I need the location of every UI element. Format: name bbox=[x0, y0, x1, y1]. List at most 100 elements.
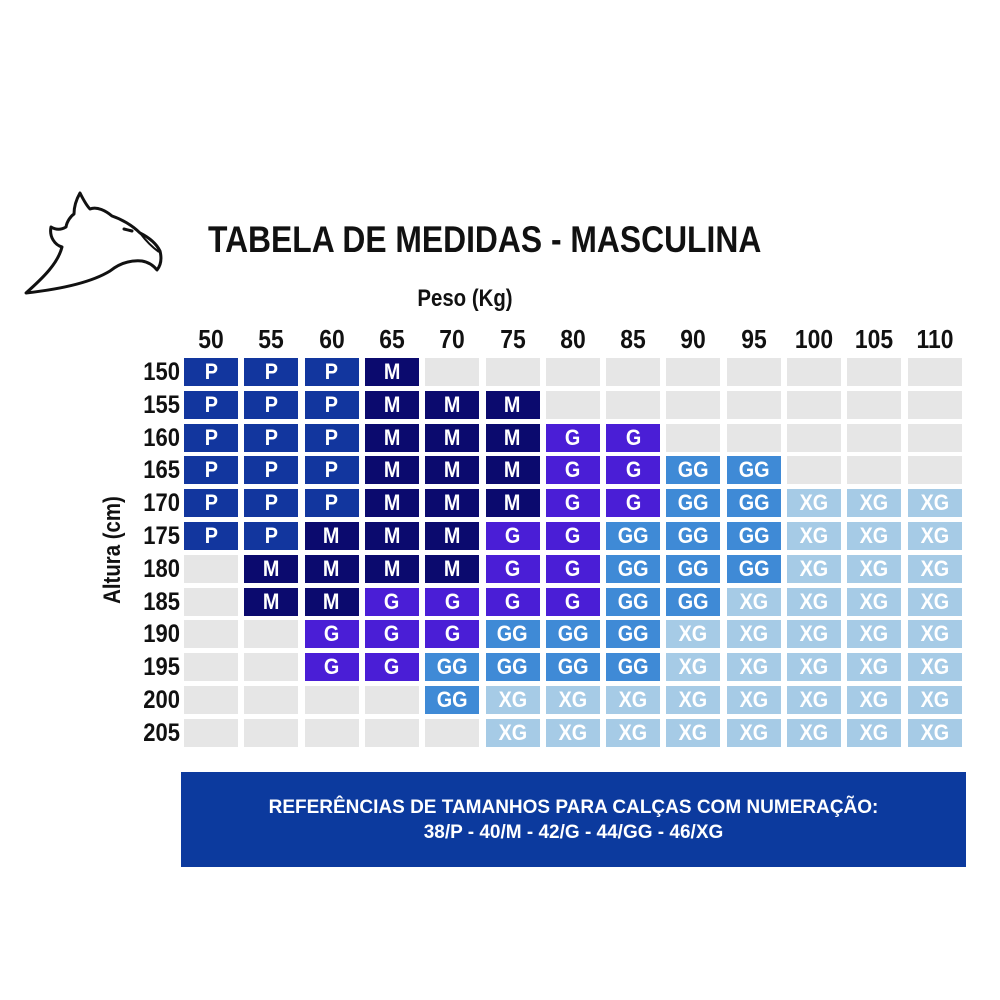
size-cell-m: M bbox=[364, 390, 419, 419]
weight-header: 85 bbox=[620, 324, 646, 354]
size-cell-xg: XG bbox=[787, 489, 841, 518]
empty-cell bbox=[907, 390, 962, 419]
size-cell-g: G bbox=[304, 620, 359, 649]
size-cell-xg: XG bbox=[666, 653, 721, 682]
size-cell-m: M bbox=[485, 390, 540, 419]
height-header: 190 bbox=[143, 620, 180, 649]
size-label: G bbox=[565, 555, 581, 581]
size-label: XG bbox=[859, 490, 889, 516]
size-label: XG bbox=[920, 588, 949, 614]
size-cell-p: P bbox=[244, 489, 299, 518]
size-label: G bbox=[384, 588, 400, 614]
height-header: 185 bbox=[143, 587, 180, 616]
size-cell-g: G bbox=[364, 620, 419, 649]
weight-header: 80 bbox=[560, 324, 586, 354]
height-header: 170 bbox=[143, 489, 180, 518]
size-label: M bbox=[323, 588, 340, 614]
empty-cell bbox=[184, 718, 238, 747]
size-label: GG bbox=[738, 523, 770, 548]
size-cell-xg: XG bbox=[787, 653, 841, 682]
size-label: XG bbox=[920, 719, 949, 745]
size-cell-gg: GG bbox=[425, 686, 480, 714]
size-cell-m: M bbox=[304, 587, 359, 616]
size-cell-m: M bbox=[425, 423, 480, 452]
size-cell-m: M bbox=[485, 456, 540, 485]
size-cell-p: P bbox=[184, 390, 238, 419]
empty-cell bbox=[545, 358, 600, 386]
empty-cell bbox=[425, 718, 480, 747]
empty-cell bbox=[666, 423, 721, 452]
size-cell-p: P bbox=[304, 423, 359, 452]
size-cell-gg: GG bbox=[666, 489, 721, 518]
empty-cell bbox=[184, 587, 238, 616]
size-label: XG bbox=[739, 687, 768, 712]
size-cell-m: M bbox=[485, 489, 540, 518]
size-cell-xg: XG bbox=[726, 686, 781, 714]
size-cell-g: G bbox=[545, 489, 600, 518]
size-cell-gg: GG bbox=[606, 653, 661, 682]
size-cell-xg: XG bbox=[787, 522, 841, 550]
size-label: GG bbox=[677, 555, 709, 581]
size-label: XG bbox=[799, 687, 829, 712]
size-cell-xg: XG bbox=[847, 653, 902, 682]
size-label: M bbox=[443, 424, 461, 450]
eagle-head-icon bbox=[24, 191, 163, 295]
size-cell-xg: XG bbox=[847, 718, 902, 747]
size-label: XG bbox=[859, 555, 889, 581]
size-label: XG bbox=[920, 687, 949, 712]
size-label: P bbox=[264, 359, 278, 384]
empty-cell bbox=[847, 423, 902, 452]
size-label: GG bbox=[617, 654, 649, 680]
size-cell-g: G bbox=[545, 456, 600, 485]
size-label: P bbox=[204, 391, 218, 417]
size-label: G bbox=[444, 588, 460, 614]
size-cell-xg: XG bbox=[666, 718, 721, 747]
size-label: M bbox=[443, 490, 461, 516]
size-label: XG bbox=[679, 719, 708, 745]
size-label: P bbox=[324, 359, 339, 384]
height-header: 205 bbox=[143, 718, 180, 747]
height-header: 160 bbox=[143, 423, 180, 452]
size-cell-gg: GG bbox=[545, 653, 600, 682]
size-cell-xg: XG bbox=[606, 686, 661, 714]
size-cell-gg: GG bbox=[726, 554, 781, 583]
size-cell-xg: XG bbox=[847, 587, 902, 616]
empty-cell bbox=[244, 686, 299, 714]
weight-header: 90 bbox=[680, 324, 707, 354]
size-label: G bbox=[625, 424, 641, 450]
size-label: M bbox=[263, 555, 280, 581]
empty-cell bbox=[666, 358, 721, 386]
height-header: 165 bbox=[143, 456, 180, 485]
size-label: XG bbox=[558, 719, 588, 745]
size-cell-xg: XG bbox=[907, 686, 962, 714]
size-cell-p: P bbox=[304, 390, 359, 419]
size-label: GG bbox=[436, 687, 468, 712]
size-cell-g: G bbox=[606, 423, 661, 452]
size-cell-xg: XG bbox=[787, 718, 841, 747]
size-cell-gg: GG bbox=[666, 522, 721, 550]
size-cell-xg: XG bbox=[907, 653, 962, 682]
weight-header: 110 bbox=[916, 324, 954, 354]
size-cell-xg: XG bbox=[787, 554, 841, 583]
size-cell-g: G bbox=[606, 489, 661, 518]
size-label: XG bbox=[739, 654, 768, 680]
size-label: G bbox=[625, 490, 641, 516]
size-cell-g: G bbox=[545, 554, 600, 583]
size-cell-g: G bbox=[485, 587, 540, 616]
height-header: 195 bbox=[143, 653, 180, 682]
size-label: XG bbox=[498, 687, 527, 712]
height-header: 155 bbox=[143, 390, 180, 419]
weight-header: 50 bbox=[198, 324, 224, 354]
size-cell-xg: XG bbox=[726, 587, 781, 616]
size-cell-m: M bbox=[364, 423, 419, 452]
size-cell-m: M bbox=[364, 456, 419, 485]
size-label: P bbox=[204, 424, 218, 450]
empty-cell bbox=[787, 456, 841, 485]
size-label: G bbox=[625, 457, 641, 483]
size-label: P bbox=[324, 391, 339, 417]
size-cell-gg: GG bbox=[606, 587, 661, 616]
weight-header: 65 bbox=[379, 324, 405, 354]
empty-cell bbox=[184, 620, 238, 649]
size-cell-gg: GG bbox=[666, 554, 721, 583]
size-label: XG bbox=[799, 588, 829, 614]
